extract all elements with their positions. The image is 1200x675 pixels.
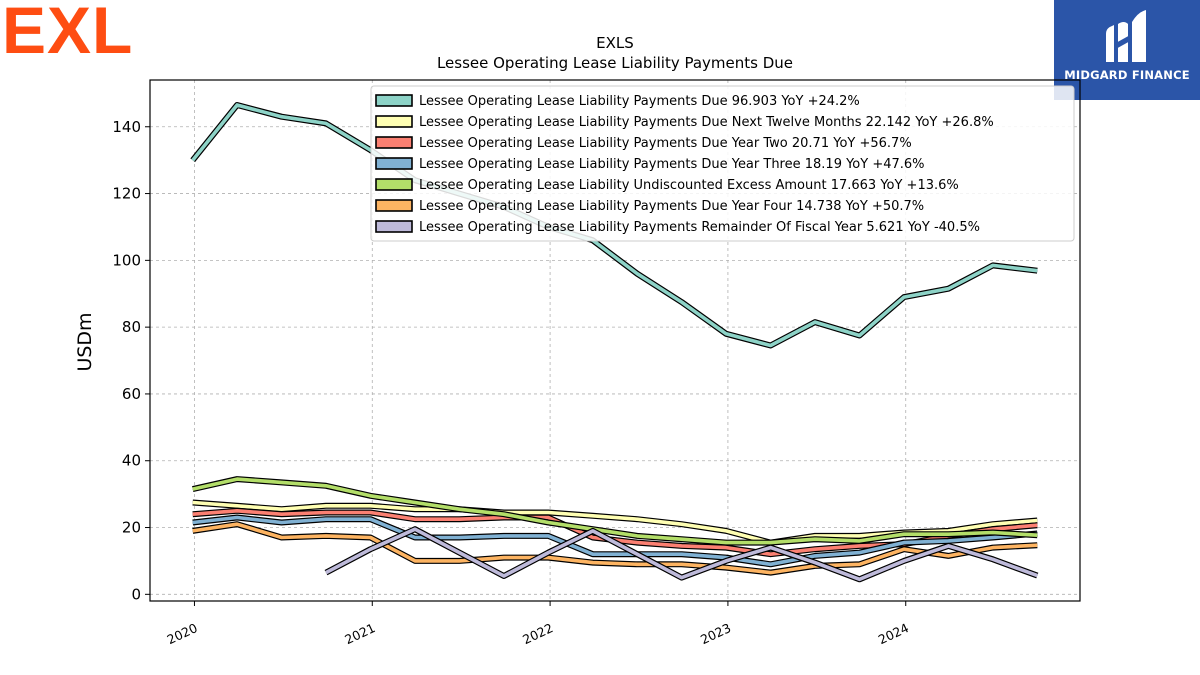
legend-swatch — [375, 157, 413, 170]
y-tick-label: 100 — [112, 251, 141, 269]
legend: Lessee Operating Lease Liability Payment… — [370, 85, 1075, 242]
y-tick-label: 20 — [122, 519, 141, 537]
legend-swatch — [375, 178, 413, 191]
series-line-4 — [192, 515, 1038, 567]
x-tick-label: 2021 — [342, 620, 377, 647]
legend-label: Lessee Operating Lease Liability Payment… — [419, 115, 994, 130]
series-line-1 — [191, 103, 1038, 348]
y-tick-label: 0 — [131, 585, 141, 603]
plot-frame — [149, 79, 1081, 602]
y-tick-label: 140 — [112, 118, 141, 136]
series-line-5 — [192, 477, 1038, 545]
series-line-6 — [192, 522, 1038, 575]
y-tick-label: 80 — [122, 318, 141, 336]
legend-label: Lessee Operating Lease Liability Payment… — [419, 199, 924, 214]
legend-swatch — [375, 220, 413, 233]
legend-label: Lessee Operating Lease Liability Payment… — [419, 220, 980, 235]
x-tick-label: 2024 — [876, 620, 911, 647]
legend-box — [370, 85, 1075, 242]
legend-swatch — [375, 199, 413, 212]
y-axis-label: USDm — [74, 312, 96, 371]
legend-swatch — [375, 94, 413, 107]
chart-title: EXLS — [596, 34, 634, 52]
legend-swatch — [375, 115, 413, 128]
x-tick-label: 2023 — [698, 620, 733, 647]
legend-label: Lessee Operating Lease Liability Payment… — [419, 157, 925, 172]
x-tick-label: 2020 — [165, 620, 200, 647]
legend-label: Lessee Operating Lease Liability Payment… — [419, 136, 912, 151]
midgard-finance-logo: MIDGARD FINANCE — [1054, 0, 1200, 100]
midgard-emblem-icon — [1106, 10, 1146, 62]
y-axis: 0 20 40 60 80 100 120 140 — [112, 118, 150, 603]
x-axis: 2020 2021 2022 2023 2024 — [165, 601, 911, 647]
y-tick-label: 60 — [122, 385, 141, 403]
series-layer — [190, 102, 1039, 583]
y-tick-label: 120 — [112, 185, 141, 203]
chart-subtitle: Lessee Operating Lease Liability Payment… — [437, 54, 793, 72]
series-line-7 — [325, 527, 1038, 582]
legend-label: Lessee Operating Lease Liability Payment… — [419, 94, 860, 109]
exl-logo: EXL — [2, 0, 134, 67]
midgard-finance-wordmark: MIDGARD FINANCE — [1064, 68, 1190, 82]
legend-swatch — [375, 136, 413, 149]
x-tick-label: 2022 — [520, 620, 555, 647]
legend-label: Lessee Operating Lease Liability Undisco… — [419, 178, 959, 193]
y-tick-label: 40 — [122, 452, 141, 470]
